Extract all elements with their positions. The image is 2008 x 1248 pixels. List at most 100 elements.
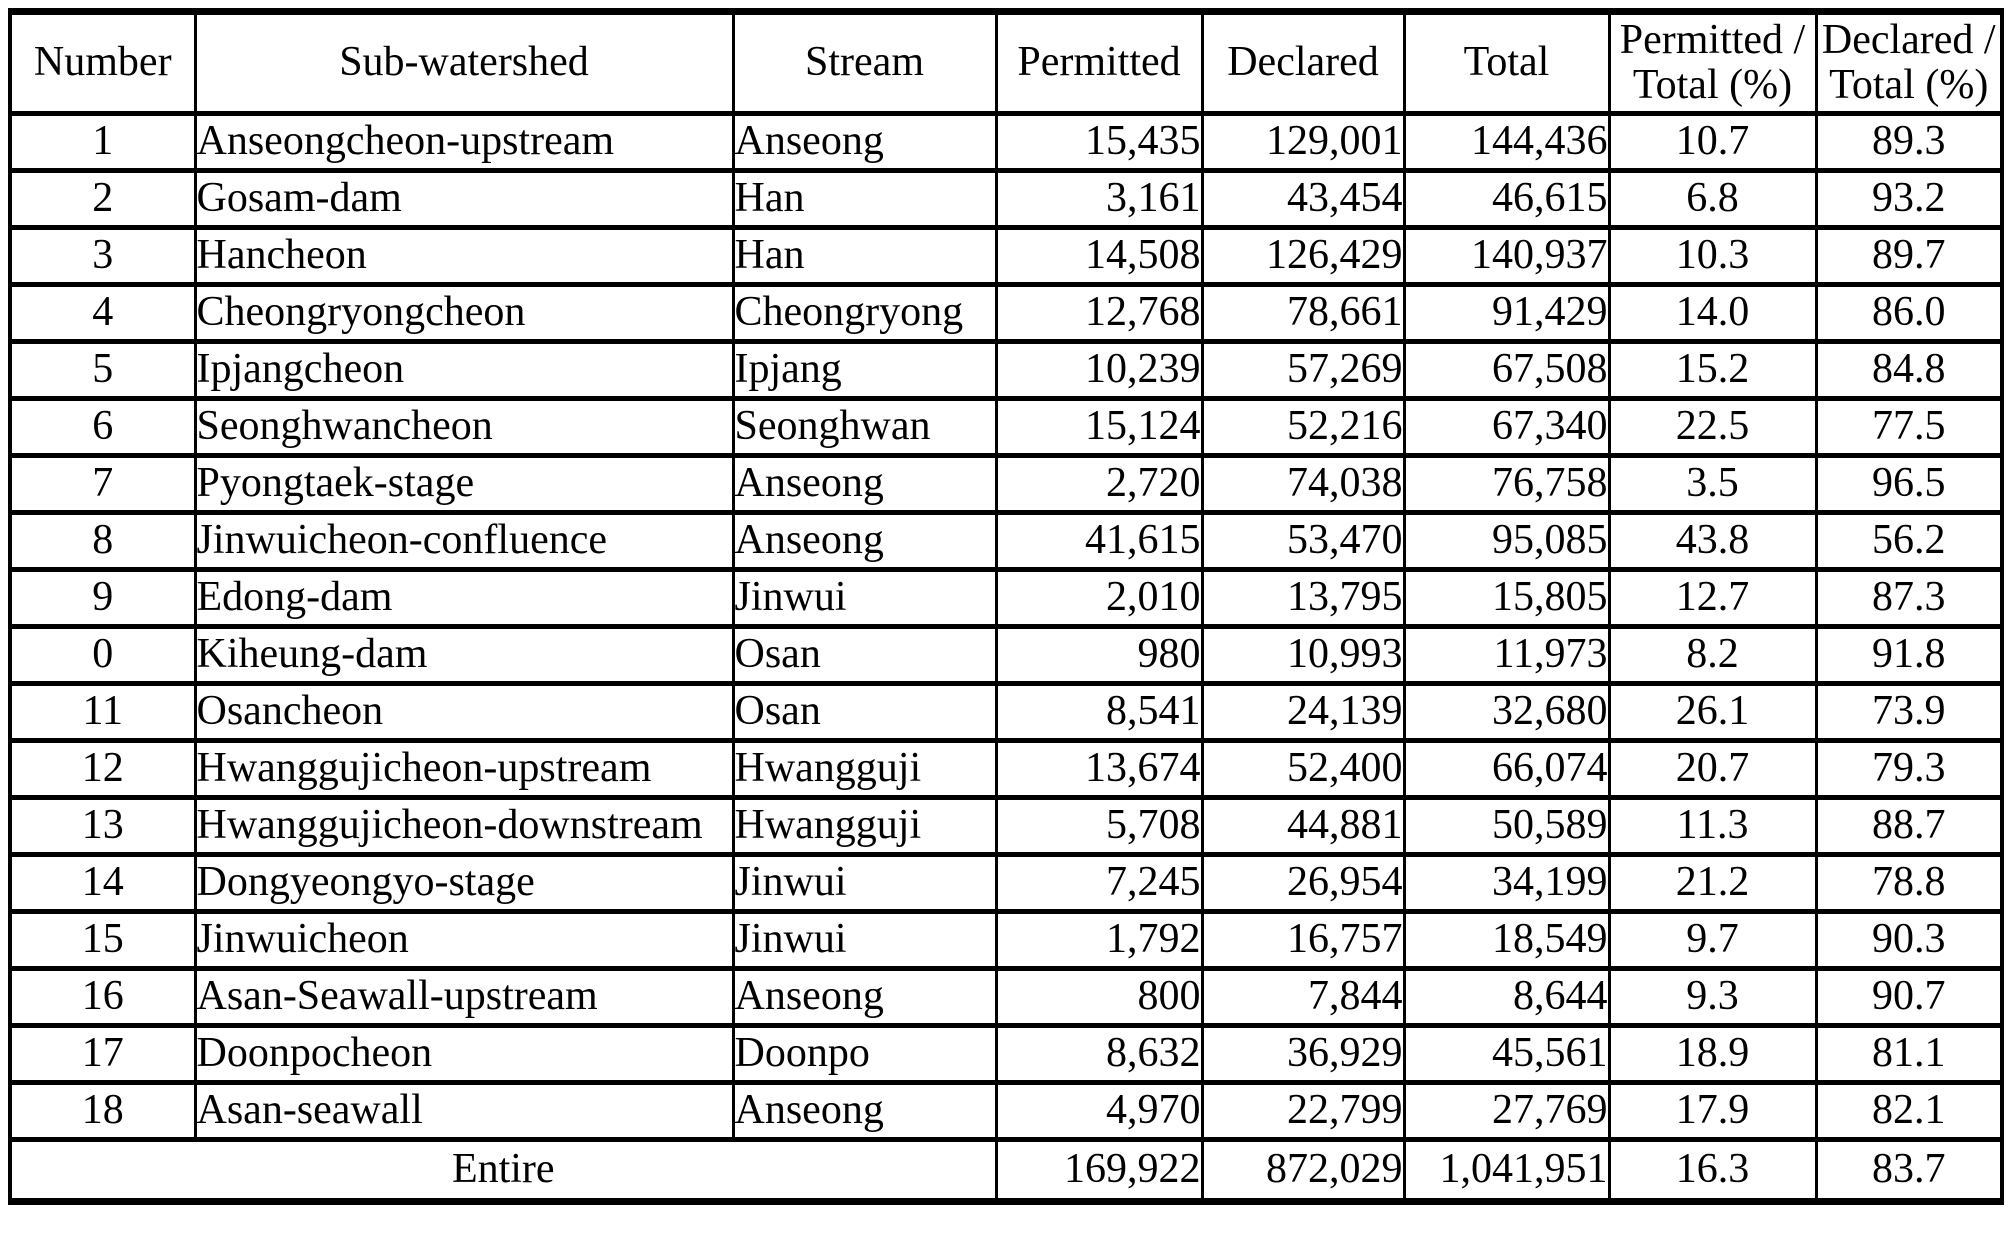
cell-permitted: 800 (994, 966, 1204, 1028)
cell-permitted-pct: 3.5 (1607, 453, 1818, 515)
table-header: Number Sub-watershed Stream Permitted De… (8, 9, 2004, 116)
cell-number: 18 (8, 1080, 197, 1142)
header-permitted-pct: Permitted / Total (%) (1607, 9, 1818, 116)
cell-stream: Anseong (731, 1080, 998, 1142)
cell-number: 11 (8, 681, 197, 743)
cell-number: 7 (8, 453, 197, 515)
cell-permitted-pct: 12.7 (1607, 567, 1818, 629)
cell-declared-pct: 90.3 (1814, 909, 2004, 971)
cell-sub-watershed: Edong-dam (193, 567, 735, 629)
cell-number: 16 (8, 966, 197, 1028)
cell-stream: Cheongryong (731, 282, 998, 344)
cell-sub-watershed: Osancheon (193, 681, 735, 743)
cell-declared-pct: 78.8 (1814, 852, 2004, 914)
cell-stream: Jinwui (731, 852, 998, 914)
cell-declared: 43,454 (1200, 168, 1406, 230)
cell-declared: 22,799 (1200, 1080, 1406, 1142)
cell-entire-declared-pct: 83.7 (1814, 1137, 2004, 1204)
cell-number: 15 (8, 909, 197, 971)
cell-sub-watershed: Hwanggujicheon-upstream (193, 738, 735, 800)
header-number: Number (8, 9, 197, 116)
cell-permitted: 980 (994, 624, 1204, 686)
cell-permitted: 13,674 (994, 738, 1204, 800)
cell-stream: Doonpo (731, 1023, 998, 1085)
cell-permitted-pct: 10.3 (1607, 225, 1818, 287)
cell-total: 144,436 (1402, 111, 1611, 173)
cell-permitted-pct: 20.7 (1607, 738, 1818, 800)
cell-permitted-pct: 15.2 (1607, 339, 1818, 401)
cell-declared: 44,881 (1200, 795, 1406, 857)
cell-permitted-pct: 21.2 (1607, 852, 1818, 914)
cell-permitted: 12,768 (994, 282, 1204, 344)
cell-declared-pct: 84.8 (1814, 339, 2004, 401)
cell-declared: 53,470 (1200, 510, 1406, 572)
table-body: 1 Anseongcheon-upstream Anseong 15,435 129,0… (8, 111, 2004, 1142)
table-row: 2 Gosam-dam Han 3,161 43,454 46,615 6.8 93.2 (8, 168, 2004, 230)
cell-declared-pct: 56.2 (1814, 510, 2004, 572)
cell-declared-pct: 89.3 (1814, 111, 2004, 173)
cell-stream: Osan (731, 681, 998, 743)
cell-number: 8 (8, 510, 197, 572)
cell-permitted-pct: 10.7 (1607, 111, 1818, 173)
cell-declared: 24,139 (1200, 681, 1406, 743)
cell-number: 12 (8, 738, 197, 800)
cell-sub-watershed: Anseongcheon-upstream (193, 111, 735, 173)
cell-entire-label: Entire (8, 1137, 998, 1204)
cell-number: 13 (8, 795, 197, 857)
cell-sub-watershed: Jinwuicheon-confluence (193, 510, 735, 572)
cell-permitted: 10,239 (994, 339, 1204, 401)
cell-declared: 52,400 (1200, 738, 1406, 800)
header-permitted: Permitted (994, 9, 1204, 116)
cell-total: 67,340 (1402, 396, 1611, 458)
table-row: 6 Seonghwancheon Seonghwan 15,124 52,216 67,3… (8, 396, 2004, 458)
cell-sub-watershed: Hwanggujicheon-downstream (193, 795, 735, 857)
cell-total: 76,758 (1402, 453, 1611, 515)
cell-stream: Han (731, 168, 998, 230)
cell-permitted-pct: 6.8 (1607, 168, 1818, 230)
table-row: 11 Osancheon Osan 8,541 24,139 32,680 26.1 73.9 (8, 681, 2004, 743)
table-row: 16 Asan-Seawall-upstream Anseong 800 7,844 8,… (8, 966, 2004, 1028)
cell-declared-pct: 79.3 (1814, 738, 2004, 800)
cell-declared-pct: 96.5 (1814, 453, 2004, 515)
cell-permitted-pct: 26.1 (1607, 681, 1818, 743)
cell-declared-pct: 89.7 (1814, 225, 2004, 287)
cell-number: 3 (8, 225, 197, 287)
cell-total: 32,680 (1402, 681, 1611, 743)
cell-declared: 7,844 (1200, 966, 1406, 1028)
cell-permitted: 8,632 (994, 1023, 1204, 1085)
cell-declared: 36,929 (1200, 1023, 1406, 1085)
footer-row: Entire 169,922 872,029 1,041,951 16.3 83… (8, 1137, 2004, 1204)
cell-permitted: 1,792 (994, 909, 1204, 971)
cell-stream: Anseong (731, 510, 998, 572)
cell-stream: Anseong (731, 966, 998, 1028)
cell-declared-pct: 90.7 (1814, 966, 2004, 1028)
cell-declared-pct: 91.8 (1814, 624, 2004, 686)
cell-declared-pct: 82.1 (1814, 1080, 2004, 1142)
cell-permitted-pct: 8.2 (1607, 624, 1818, 686)
cell-number: 1 (8, 111, 197, 173)
cell-sub-watershed: Ipjangcheon (193, 339, 735, 401)
header-declared: Declared (1200, 9, 1406, 116)
cell-stream: Hwangguji (731, 738, 998, 800)
cell-declared-pct: 88.7 (1814, 795, 2004, 857)
water-use-table: Number Sub-watershed Stream Permitted De… (8, 8, 2004, 1205)
cell-permitted-pct: 22.5 (1607, 396, 1818, 458)
table-row: 15 Jinwuicheon Jinwui 1,792 16,757 18,549 9.7 9… (8, 909, 2004, 971)
table-row: 9 Edong-dam Jinwui 2,010 13,795 15,805 12.7 87.… (8, 567, 2004, 629)
cell-permitted-pct: 14.0 (1607, 282, 1818, 344)
table-row: 18 Asan-seawall Anseong 4,970 22,799 27,769 17… (8, 1080, 2004, 1142)
cell-permitted: 2,720 (994, 453, 1204, 515)
cell-total: 95,085 (1402, 510, 1611, 572)
table-footer: Entire 169,922 872,029 1,041,951 16.3 83… (8, 1137, 2004, 1204)
cell-permitted: 14,508 (994, 225, 1204, 287)
cell-permitted: 15,435 (994, 111, 1204, 173)
cell-declared: 10,993 (1200, 624, 1406, 686)
cell-total: 66,074 (1402, 738, 1611, 800)
cell-stream: Jinwui (731, 567, 998, 629)
cell-total: 18,549 (1402, 909, 1611, 971)
cell-declared: 13,795 (1200, 567, 1406, 629)
header-row: Number Sub-watershed Stream Permitted De… (8, 9, 2004, 116)
cell-declared-pct: 77.5 (1814, 396, 2004, 458)
cell-total: 15,805 (1402, 567, 1611, 629)
cell-permitted: 4,970 (994, 1080, 1204, 1142)
